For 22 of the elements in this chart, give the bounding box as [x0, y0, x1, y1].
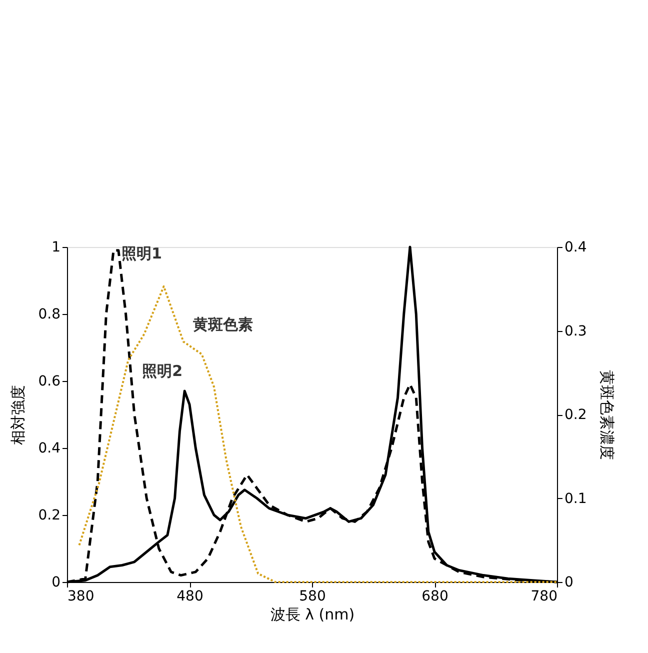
y2-axis-title: 黄斑色素濃度	[598, 370, 616, 460]
y2-tick-label: 0.1	[564, 490, 587, 507]
y-tick-label: 0.2	[38, 508, 60, 524]
y-tick-label: 1	[52, 240, 60, 256]
y2-tick-label: 0.4	[564, 240, 587, 256]
y2-tick-label: 0	[564, 574, 574, 590]
x-tick-label: 380	[68, 588, 94, 604]
x-tick-label: 480	[176, 588, 204, 604]
series-label: 黄斑色素	[192, 315, 253, 334]
series-label: 照明2	[142, 362, 183, 380]
y-axis-title: 相対強度	[9, 385, 28, 445]
y-tick-label: 0.4	[38, 440, 61, 456]
y-tick-label: 0	[52, 574, 60, 590]
y2-tick-label: 0.3	[564, 323, 587, 340]
y-tick-label: 0.6	[38, 374, 61, 390]
x-axis-title: 波長 λ (nm)	[270, 606, 355, 624]
y-tick-label: 0.8	[38, 306, 60, 322]
y2-tick-label: 0.2	[564, 407, 587, 423]
x-tick-label: 680	[422, 588, 448, 604]
x-tick-label: 780	[530, 588, 558, 604]
series-label: 照明1	[122, 244, 162, 262]
x-tick-label: 580	[299, 588, 326, 604]
